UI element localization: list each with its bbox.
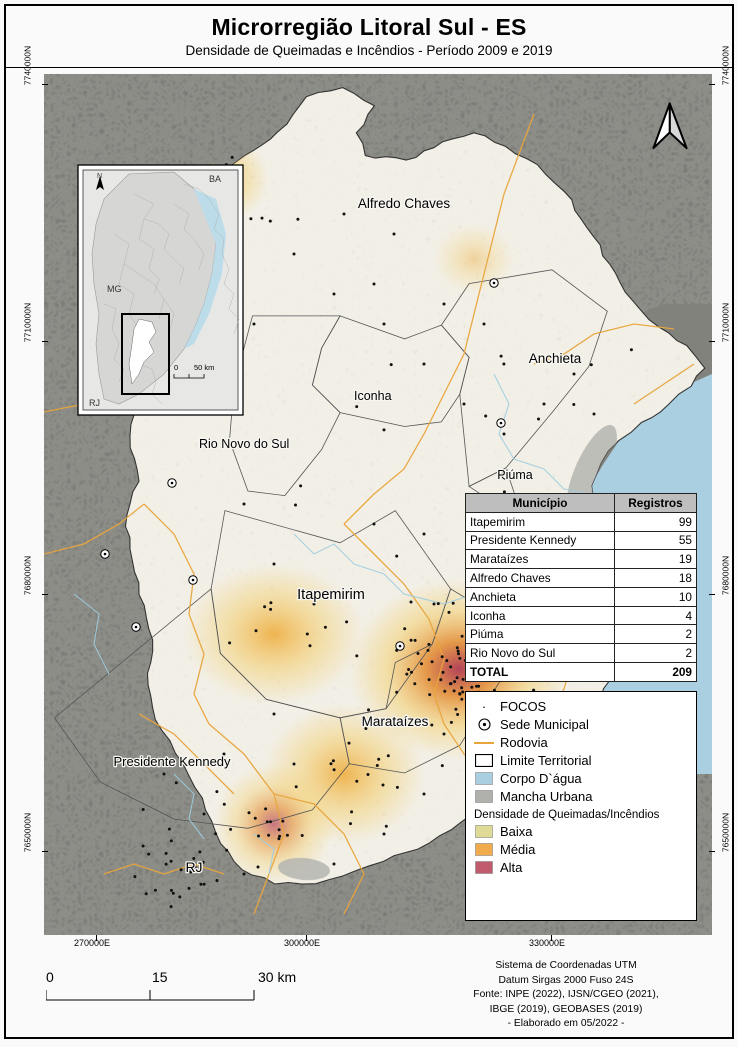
svg-text:RJ: RJ (89, 398, 100, 408)
svg-text:Rio Novo do Sul: Rio Novo do Sul (199, 437, 289, 451)
svg-text:0: 0 (174, 363, 178, 372)
svg-text:RJ: RJ (185, 859, 202, 875)
svg-text:MG: MG (107, 284, 122, 294)
svg-text:Marataízes: Marataízes (362, 714, 429, 729)
svg-text:50 km: 50 km (194, 363, 214, 372)
svg-text:Presidente Kennedy: Presidente Kennedy (113, 754, 231, 769)
svg-text:Piúma: Piúma (497, 468, 532, 482)
svg-text:Iconha: Iconha (354, 389, 392, 403)
svg-text:Itapemirim: Itapemirim (297, 587, 365, 603)
svg-text:Anchieta: Anchieta (529, 351, 582, 366)
svg-text:N: N (97, 173, 102, 180)
svg-text:BA: BA (209, 174, 221, 184)
svg-text:Alfredo Chaves: Alfredo Chaves (358, 196, 451, 211)
